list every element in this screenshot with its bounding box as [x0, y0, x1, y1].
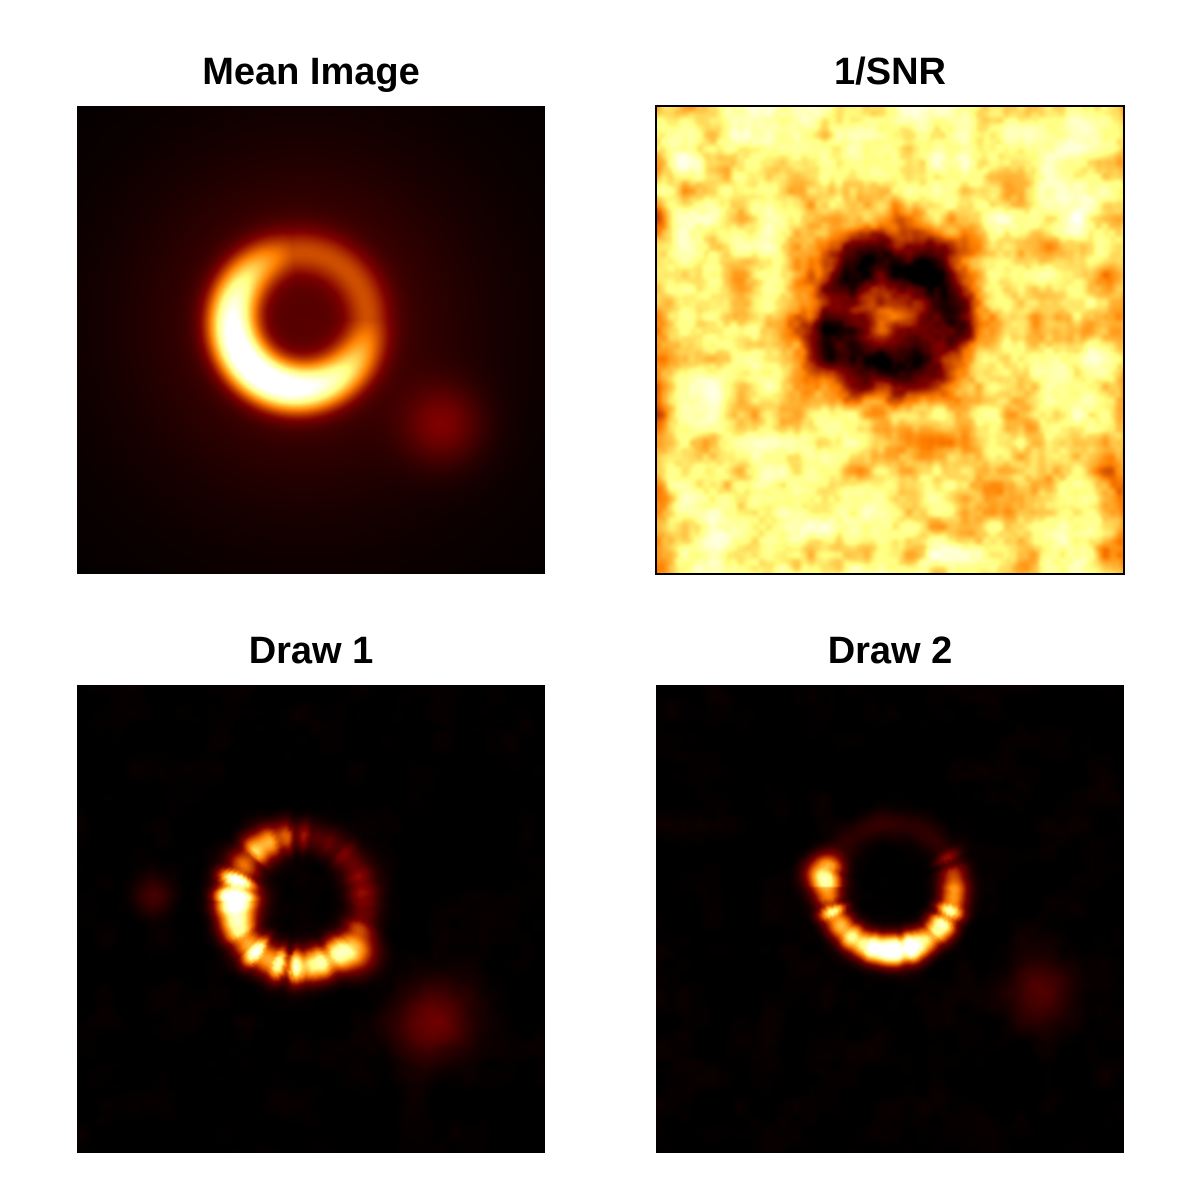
heatmap-draw-2 [656, 685, 1124, 1153]
panel-title-draw-1: Draw 1 [248, 630, 374, 672]
panel-title-mean-image: Mean Image [202, 51, 420, 93]
heatmap-mean-image [77, 106, 545, 574]
panel-title-inverse-snr: 1/SNR [834, 51, 946, 93]
panel-title-draw-2: Draw 2 [827, 630, 953, 672]
heatmap-draw-1 [77, 685, 545, 1153]
heatmap-inverse-snr [656, 106, 1124, 574]
